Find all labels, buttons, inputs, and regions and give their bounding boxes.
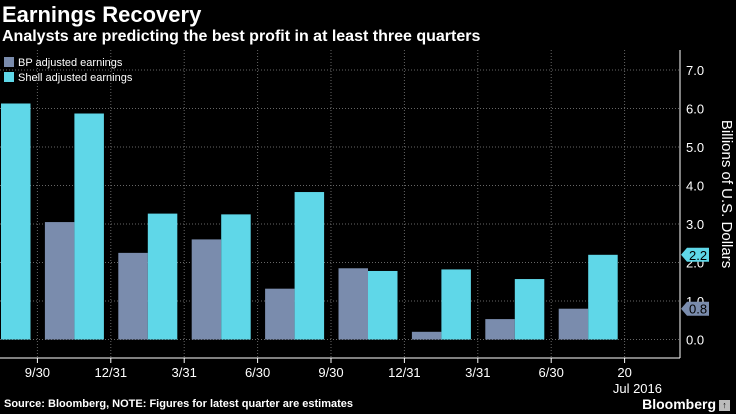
- y-tick-label: 5.0: [686, 140, 704, 155]
- legend-swatch: [4, 57, 14, 67]
- bar-shell: [514, 279, 545, 340]
- bar-bp: [411, 331, 442, 340]
- chart-subtitle: Analysts are predicting the best profit …: [2, 28, 481, 45]
- x-tick-sublabel: Jul 2016: [613, 381, 662, 396]
- x-tick-label: 20: [617, 365, 631, 380]
- bar-shell: [74, 113, 104, 340]
- y-tick-label: 6.0: [686, 102, 704, 117]
- bar-shell: [221, 214, 251, 340]
- chart-title: Earnings Recovery: [2, 2, 202, 27]
- x-tick-label: 6/30: [245, 365, 270, 380]
- bar-bp: [191, 239, 222, 340]
- bar-bp: [44, 222, 75, 340]
- last-value-shell-marker: [681, 247, 709, 262]
- bar-shell: [147, 213, 178, 340]
- legend: BP adjusted earnings Shell adjusted earni…: [4, 57, 133, 84]
- legend-label: Shell adjusted earnings: [18, 72, 133, 84]
- bar-bp: [558, 308, 589, 340]
- y-tick-label: 0.0: [686, 333, 704, 348]
- y-tick-label: 7.0: [686, 63, 704, 78]
- x-tick-label: 3/31: [172, 365, 197, 380]
- x-tick-label: 12/31: [95, 365, 128, 380]
- source-note: Source: Bloomberg, NOTE: Figures for lat…: [4, 398, 354, 410]
- x-tick-label: 3/31: [465, 365, 490, 380]
- bar-shell: [368, 270, 398, 340]
- brand-name: Bloomberg: [642, 396, 716, 412]
- bar-shell: [588, 254, 618, 340]
- y-tick-label: 3.0: [686, 217, 704, 232]
- x-tick-label: 12/31: [388, 365, 421, 380]
- x-tick-label: 9/30: [25, 365, 50, 380]
- bars: [1, 103, 618, 340]
- bar-shell: [441, 269, 471, 340]
- bar-shell: [1, 103, 31, 340]
- last-value-bp-marker: [681, 301, 709, 316]
- last-value-bp-label: 0.8: [689, 302, 707, 317]
- x-tick-label: 6/30: [539, 365, 564, 380]
- legend-swatch: [4, 72, 14, 82]
- bar-bp: [338, 268, 368, 340]
- axes: 0.01.02.03.04.05.06.07.09/30 12/31 3/31 6/3…: [0, 50, 735, 396]
- x-tick-label: 9/30: [318, 365, 343, 380]
- y-axis-title: Billions of U.S. Dollars: [718, 120, 735, 268]
- y-tick-label: 4.0: [686, 179, 704, 194]
- bar-bp: [265, 288, 295, 340]
- bar-bp: [485, 319, 515, 340]
- bar-shell: [294, 192, 325, 340]
- bar-bp: [118, 252, 148, 340]
- bloomberg-logo: Bloomberg ↑: [642, 396, 730, 412]
- legend-label: BP adjusted earnings: [18, 57, 123, 69]
- brand-badge-icon: ↑: [719, 399, 730, 411]
- last-value-shell-label: 2.2: [689, 248, 707, 263]
